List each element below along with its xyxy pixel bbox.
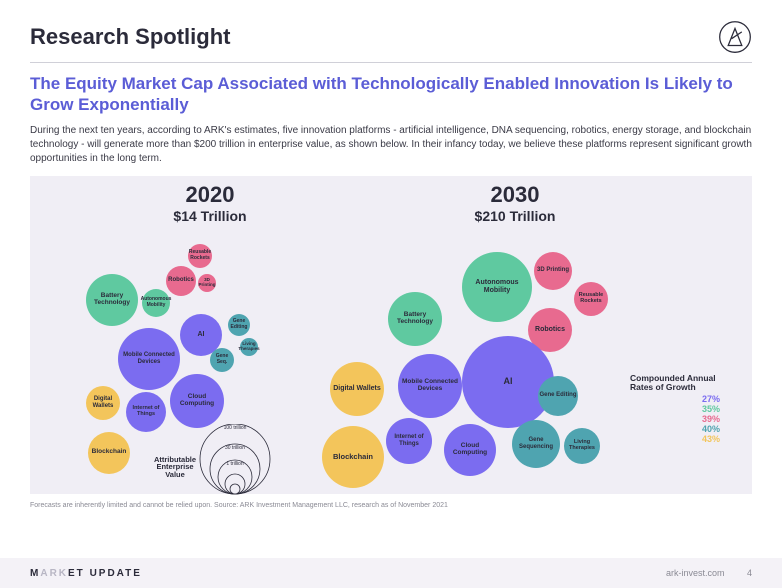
footer-right: ark-invest.com 4 [666,568,752,578]
bubble: Cloud Computing [170,374,224,428]
disclaimer: Forecasts are inherently limited and can… [0,498,782,509]
bubble: Blockchain [88,432,130,474]
bubble: Gene Sequencing [512,420,560,468]
cluster-title: 2020$14 Trillion [140,182,280,224]
bubble: Living Therapies [240,338,258,356]
brand-mid: ARK [40,568,68,579]
ark-logo-icon [718,20,752,54]
brand-post: ET UPDATE [68,568,142,579]
aev-rings-icon: 100 trillion 30 trillion 1 trillion [190,424,280,504]
bubble: 3D Printing [198,274,216,292]
bubble: Autonomous Mobility [462,252,532,322]
cluster-title: 2030$210 Trillion [435,182,595,224]
svg-text:30 trillion: 30 trillion [225,445,245,451]
divider [30,62,752,63]
svg-text:100 trillion: 100 trillion [224,425,247,431]
footer-url: ark-invest.com [666,568,725,578]
svg-text:1 trillion: 1 trillion [226,461,243,467]
bubble: Reusable Rockets [574,282,608,316]
bubble: 3D Printing [534,252,572,290]
footer: MARKET UPDATE ark-invest.com 4 [0,558,782,588]
page-title: Research Spotlight [30,24,230,50]
bubble: Gene Seq. [210,348,234,372]
bubble: Digital Wallets [86,386,120,420]
bubble: Gene Editing [228,314,250,336]
brand-pre: M [30,568,40,579]
subtitle: The Equity Market Cap Associated with Te… [0,73,782,116]
bubble: Battery Technology [86,274,138,326]
bubble: Internet of Things [126,392,166,432]
bubble: Robotics [166,266,196,296]
bubble: Battery Technology [388,292,442,346]
footer-page: 4 [747,568,752,578]
bubble: Cloud Computing [444,424,496,476]
bubble: Living Therapies [564,428,600,464]
aev-label: Attributable Enterprise Value [152,456,198,480]
bubble: Reusable Rockets [188,244,212,268]
bubble: Mobile Connected Devices [118,328,180,390]
bubble: Blockchain [322,426,384,488]
bubble: AI [462,336,554,428]
bubble: Digital Wallets [330,362,384,416]
bubble-chart: 2020$14 Trillion 2030$210 Trillion Battery… [30,176,752,494]
header: Research Spotlight [0,0,782,62]
bubble: Gene Editing [538,376,578,416]
growth-legend: Compounded Annual Rates of Growth27%35%3… [630,374,720,445]
bubble: Mobile Connected Devices [398,354,462,418]
footer-brand: MARKET UPDATE [30,568,142,579]
bubble: Autonomous Mobility [142,289,170,317]
bubble: Internet of Things [386,418,432,464]
body-text: During the next ten years, according to … [0,124,782,166]
